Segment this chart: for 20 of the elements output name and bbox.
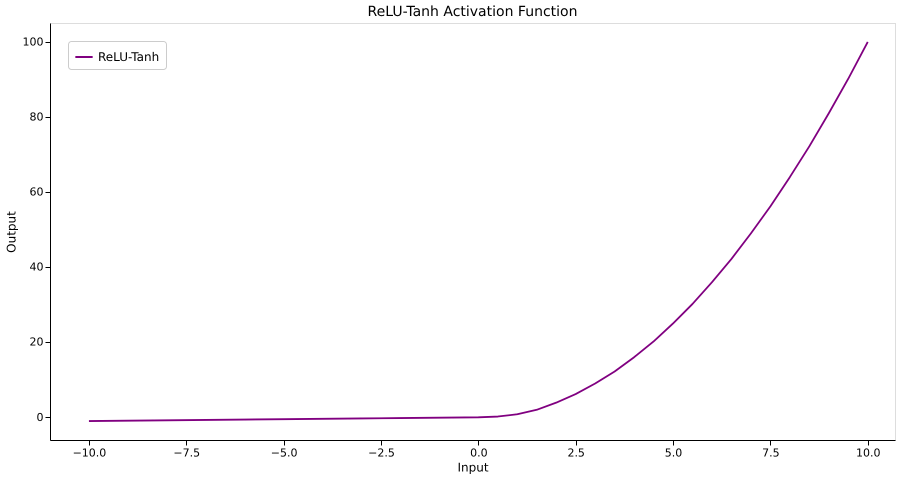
x-tick-label: −7.5: [173, 446, 200, 460]
y-axis-title: Output: [4, 210, 19, 253]
x-tick-label: −5.0: [270, 446, 298, 460]
y-tick-label: 80: [30, 110, 44, 124]
y-tick-label: 100: [22, 35, 44, 48]
x-tick-label: −10.0: [72, 446, 106, 460]
y-tick-label: 40: [30, 260, 44, 274]
chart-title: ReLU-Tanh Activation Function: [368, 4, 578, 20]
x-tick-label: 2.5: [567, 446, 585, 460]
x-tick-label: 10.0: [856, 446, 880, 460]
x-tick-label: 0.0: [470, 446, 488, 460]
legend-label: ReLU-Tanh: [98, 50, 160, 64]
y-tick-label: 20: [30, 336, 44, 349]
y-tick-label: 0: [36, 410, 44, 424]
y-tick-label: 60: [30, 186, 44, 199]
line-series: [88, 41, 869, 422]
x-tick-label: 7.5: [762, 446, 780, 460]
x-tick-label: 5.0: [664, 446, 682, 460]
x-tick-label: −2.5: [368, 446, 395, 460]
x-axis-title: Input: [457, 460, 489, 474]
